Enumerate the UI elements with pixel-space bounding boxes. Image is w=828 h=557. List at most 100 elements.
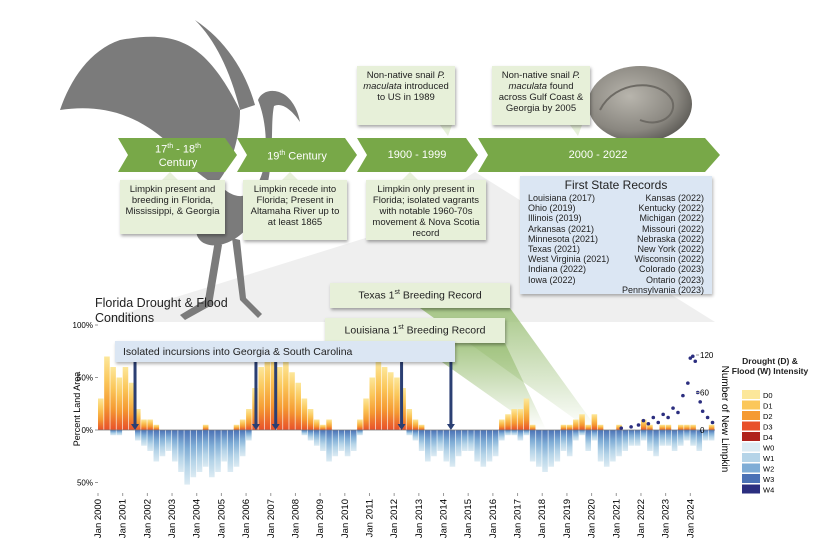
drought-bar bbox=[326, 419, 332, 430]
legend-swatch bbox=[742, 442, 760, 452]
state-column: Kansas (2022) Kentucky (2022) Michigan (20… bbox=[622, 193, 704, 295]
x-tick-label: Jan 2011 bbox=[364, 499, 375, 537]
limpkin-point bbox=[619, 426, 624, 430]
flood-bar bbox=[579, 430, 585, 436]
legend-title: Drought (D) & Flood (W) Intensity bbox=[731, 356, 809, 376]
drought-bar bbox=[394, 377, 400, 430]
flood-bar bbox=[221, 430, 227, 462]
drought-bar bbox=[116, 377, 123, 430]
drought-bar bbox=[363, 398, 369, 430]
legend-label: D1 bbox=[763, 402, 773, 411]
legend-label: W4 bbox=[763, 486, 774, 495]
flood-bar bbox=[344, 430, 351, 457]
drought-bar bbox=[505, 414, 511, 430]
flood-bar bbox=[116, 430, 123, 436]
drought-bar bbox=[239, 419, 246, 430]
flood-bar bbox=[313, 430, 320, 446]
flood-bar bbox=[455, 430, 462, 457]
x-tick-label: Jan 2001 bbox=[118, 499, 129, 538]
flood-bar bbox=[431, 430, 437, 457]
flood-bar bbox=[702, 430, 709, 441]
drought-bar bbox=[684, 424, 690, 430]
flood-bar bbox=[190, 430, 197, 478]
drought-bar bbox=[523, 398, 530, 430]
legend-swatch bbox=[742, 484, 760, 494]
drought-bar bbox=[708, 424, 715, 430]
x-tick-label: Jan 2020 bbox=[587, 499, 598, 538]
flood-bar bbox=[437, 430, 443, 451]
drought-bar bbox=[529, 424, 536, 430]
flood-bar bbox=[610, 430, 616, 462]
flood-bar bbox=[178, 430, 184, 472]
y-tick-label: 50% bbox=[77, 374, 93, 383]
x-tick-label: Jan 2000 bbox=[93, 499, 104, 538]
drought-bar bbox=[381, 367, 388, 430]
flood-bar bbox=[338, 430, 345, 451]
flood-bar bbox=[603, 430, 610, 467]
x-tick-label: Jan 2014 bbox=[439, 499, 450, 538]
state-record: Wisconsin (2022) bbox=[634, 254, 704, 265]
y2-tick-label: 60 bbox=[700, 389, 709, 398]
drought-bar bbox=[597, 424, 604, 430]
limpkin-point bbox=[651, 415, 656, 420]
legend-swatch bbox=[742, 400, 760, 410]
flood-bar bbox=[517, 430, 524, 441]
drought-bar bbox=[147, 419, 153, 430]
flood-bar bbox=[357, 430, 363, 436]
state-record: New York (2022) bbox=[637, 244, 704, 255]
drought-bar bbox=[640, 419, 647, 430]
y-tick-label: 50% bbox=[77, 479, 93, 488]
x-tick-label: Jan 2017 bbox=[513, 499, 524, 538]
drought-bar bbox=[270, 351, 277, 430]
state-record: Iowa (2022) bbox=[528, 274, 576, 285]
drought-bar bbox=[418, 424, 425, 430]
drought-bar bbox=[511, 409, 517, 430]
x-tick-label: Jan 2013 bbox=[414, 499, 425, 538]
limpkin-point bbox=[641, 418, 646, 423]
y-tick-label: 100% bbox=[73, 321, 93, 330]
legend-swatch bbox=[742, 432, 760, 441]
flood-bar bbox=[159, 430, 166, 457]
legend-swatch bbox=[742, 411, 760, 420]
flood-bar bbox=[653, 430, 659, 457]
flood-bar bbox=[350, 430, 357, 451]
flood-bar bbox=[196, 430, 203, 472]
y2-axis-label: Number of New Limpkin bbox=[719, 366, 730, 473]
drought-bar bbox=[659, 424, 666, 430]
flood-bar bbox=[492, 430, 499, 457]
callout: Limpkin only present in Florida; isolate… bbox=[366, 180, 486, 240]
flood-bar bbox=[449, 430, 456, 467]
state-record: Michigan (2022) bbox=[639, 213, 704, 224]
period-label: 2000 - 2022 bbox=[568, 148, 628, 161]
flood-bar bbox=[141, 430, 147, 446]
x-tick-label: Jan 2003 bbox=[167, 499, 178, 538]
limpkin-point bbox=[700, 409, 705, 414]
flood-bar bbox=[110, 430, 116, 436]
x-tick-label: Jan 2015 bbox=[463, 499, 474, 538]
state-record: Louisiana (2017) bbox=[528, 193, 596, 203]
annotation-cone bbox=[415, 343, 547, 430]
state-record: West Virginia (2021) bbox=[528, 254, 610, 265]
state-record: Indiana (2022) bbox=[528, 264, 587, 275]
legend-label: D3 bbox=[763, 423, 773, 432]
x-tick-label: Jan 2002 bbox=[142, 499, 153, 538]
drought-bar bbox=[573, 419, 579, 430]
flood-bar bbox=[233, 430, 240, 467]
x-tick-label: Jan 2024 bbox=[685, 499, 696, 538]
drought-bar bbox=[313, 419, 320, 430]
limpkin-point bbox=[656, 420, 661, 425]
flood-bar bbox=[246, 430, 252, 441]
flood-bar bbox=[536, 430, 542, 467]
flood-bar bbox=[468, 430, 474, 451]
state-record: Illinois (2019) bbox=[528, 213, 582, 224]
drought-bar bbox=[412, 419, 419, 430]
flood-bar bbox=[634, 430, 641, 446]
state-column: Louisiana (2017) Ohio (2019) Illinois (201… bbox=[528, 193, 609, 295]
period-label: 19th Century bbox=[267, 149, 327, 163]
drought-bar bbox=[128, 382, 135, 430]
flood-bar bbox=[554, 430, 561, 462]
limpkin-point bbox=[661, 412, 665, 417]
state-record: Minnesota (2021) bbox=[528, 233, 599, 244]
flood-bar bbox=[585, 430, 591, 451]
